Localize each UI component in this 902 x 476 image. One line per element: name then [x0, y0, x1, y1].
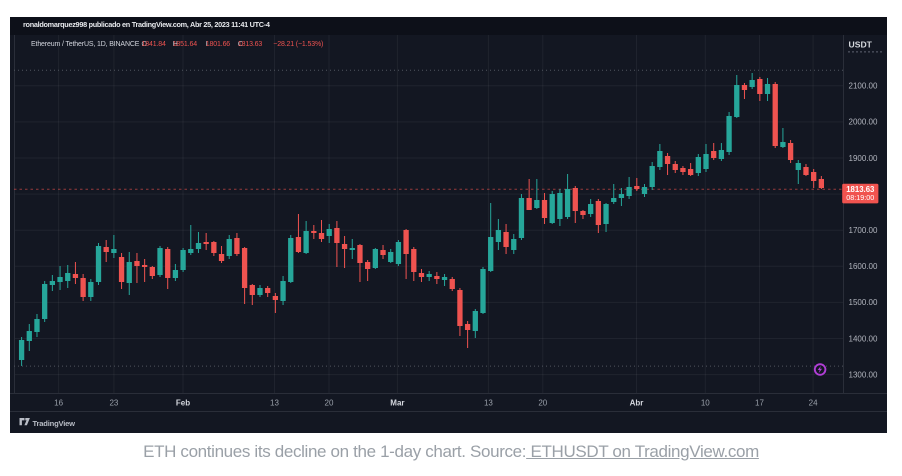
svg-text:1500.00: 1500.00: [849, 298, 878, 307]
svg-text:Mar: Mar: [390, 398, 404, 407]
svg-text:23: 23: [109, 398, 118, 407]
svg-text:1400.00: 1400.00: [849, 334, 878, 343]
svg-text:17: 17: [755, 398, 764, 407]
svg-text:24: 24: [809, 398, 818, 407]
svg-text:20: 20: [325, 398, 334, 407]
svg-text:10: 10: [701, 398, 710, 407]
svg-text:USDT: USDT: [849, 40, 873, 50]
svg-text:1300.00: 1300.00: [849, 370, 878, 379]
svg-text:2100.00: 2100.00: [849, 82, 878, 91]
svg-text:13: 13: [270, 398, 279, 407]
svg-text:1900.00: 1900.00: [849, 154, 878, 163]
svg-text:2000.00: 2000.00: [849, 118, 878, 127]
svg-text:1813.63: 1813.63: [846, 185, 875, 194]
svg-text:Abr: Abr: [630, 398, 644, 407]
svg-text:TradingView: TradingView: [33, 419, 76, 428]
svg-text:13: 13: [484, 398, 493, 407]
svg-text:Feb: Feb: [176, 398, 190, 407]
svg-text:1700.00: 1700.00: [849, 226, 878, 235]
svg-text:16: 16: [54, 398, 63, 407]
svg-text:1600.00: 1600.00: [849, 262, 878, 271]
svg-text:08:19:00: 08:19:00: [846, 193, 874, 202]
svg-text:20: 20: [538, 398, 547, 407]
